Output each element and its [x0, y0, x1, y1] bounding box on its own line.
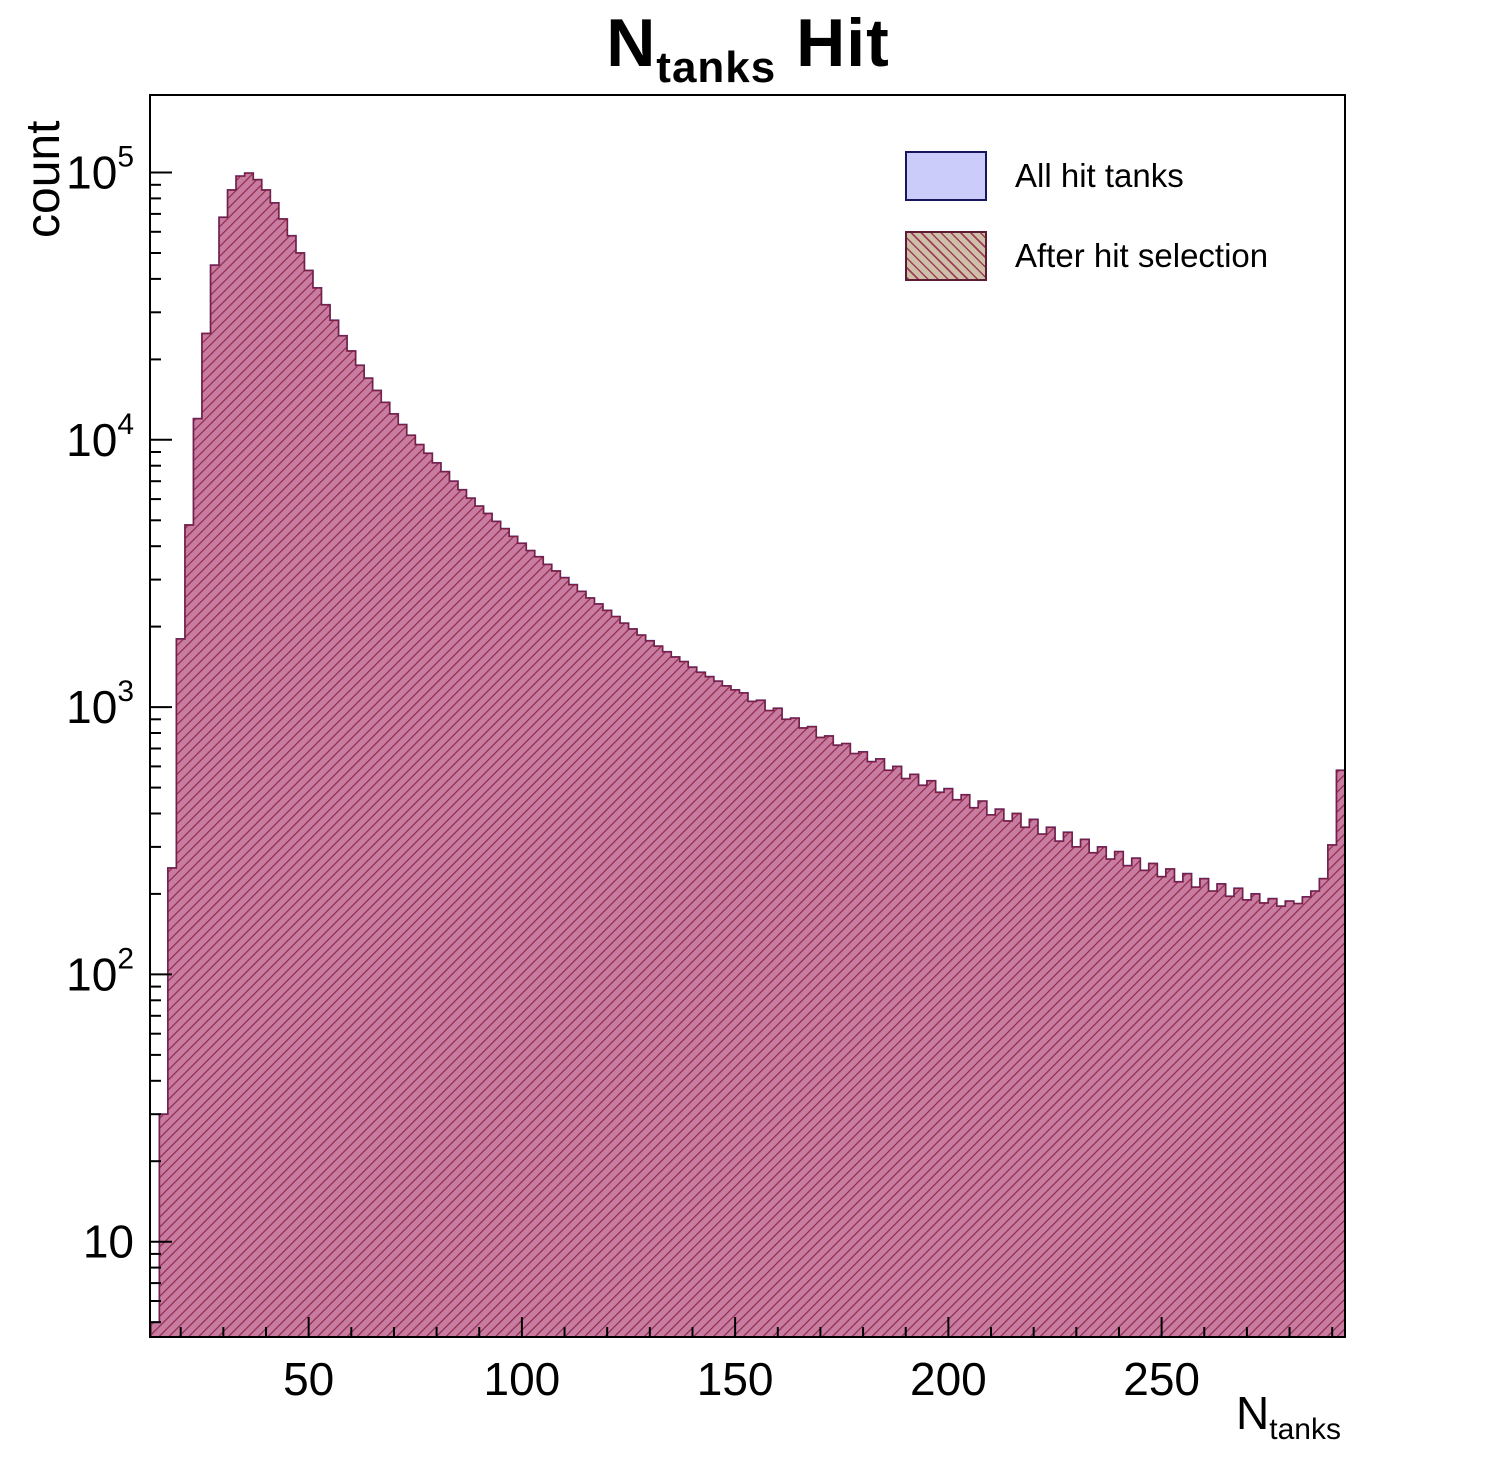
y-axis: 10 102 103 104 105 — [66, 141, 172, 1324]
title-subscript: tanks — [656, 43, 777, 92]
title-main: N — [606, 5, 657, 81]
x-axis-title-main: N — [1236, 1387, 1270, 1439]
x-tick-label: 200 — [910, 1353, 987, 1405]
y-tick-label: 10 — [83, 1216, 134, 1268]
x-axis-title-subscript: tanks — [1269, 1413, 1341, 1446]
x-tick-label: 100 — [484, 1353, 561, 1405]
legend-item-after-hit-selection: After hit selection — [905, 230, 1268, 282]
x-tick-label: 150 — [697, 1353, 774, 1405]
y-tick-label: 103 — [66, 675, 134, 733]
legend-label-after-hit-selection: After hit selection — [1015, 237, 1269, 274]
y-tick-label: 102 — [66, 942, 134, 1000]
x-axis-title: Ntanks — [1236, 1386, 1341, 1447]
legend-swatch-after-hit-selection — [905, 231, 987, 281]
legend-label-all-hit-tanks: All hit tanks — [1015, 157, 1184, 194]
legend-swatch-all-hit-tanks — [905, 151, 987, 201]
plot-frame — [149, 94, 1346, 1338]
title-suffix: Hit — [776, 5, 890, 81]
x-tick-label: 50 — [283, 1353, 334, 1405]
legend-item-all-hit-tanks: All hit tanks — [905, 150, 1268, 202]
x-axis: 50 100 150 200 250 — [179, 1317, 1334, 1405]
legend: All hit tanks After hit selection — [905, 150, 1268, 310]
x-tick-label: 250 — [1123, 1353, 1200, 1405]
y-tick-label: 105 — [66, 141, 134, 199]
chart-title: Ntanks Hit — [0, 4, 1496, 93]
series-after-hit-selection — [150, 172, 1346, 1338]
y-tick-label: 104 — [66, 408, 134, 466]
